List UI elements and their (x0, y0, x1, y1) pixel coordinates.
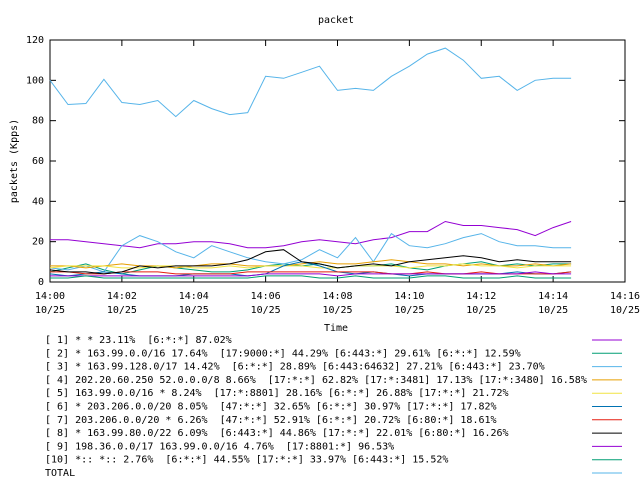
x-tick-label: 14:08 (322, 291, 352, 302)
series-line (50, 271, 572, 277)
x-axis-label: Time (324, 323, 348, 334)
x-tick-label: 10/25 (107, 305, 137, 316)
legend-label: [ 2] * 163.99.0.0/16 17.64% [17:9000:*] … (45, 348, 521, 359)
x-tick-label: 14:06 (251, 291, 281, 302)
y-tick-label: 40 (32, 196, 44, 207)
x-tick-label: 14:00 (35, 291, 65, 302)
y-tick-label: 60 (32, 156, 44, 167)
series-line (49, 263, 572, 269)
x-tick-label: 10/25 (610, 305, 640, 316)
legend-label: [ 1] * * 23.11% [6:*:*] 87.02% (45, 335, 232, 346)
series-line (50, 220, 572, 249)
x-tick-label: 10/25 (538, 305, 568, 316)
series-line (49, 261, 572, 275)
x-tick-label: 10/25 (322, 305, 352, 316)
y-tick-label: 100 (26, 75, 44, 86)
y-tick-label: 120 (26, 35, 44, 46)
legend-label: TOTAL (45, 468, 75, 479)
y-tick-label: 80 (32, 116, 44, 127)
x-tick-label: 14:04 (179, 291, 209, 302)
x-tick-label: 10/25 (251, 305, 281, 316)
legend-label: [ 4] 202.20.60.250 52.0.0.0/8 8.66% [17:… (45, 375, 587, 386)
x-tick-label: 14:02 (107, 291, 137, 302)
legend-label: [ 5] 163.99.0.0/16 * 8.24% [17:*:8801] 2… (45, 388, 509, 399)
x-tick-label: 10/25 (179, 305, 209, 316)
legend-label: [ 7] 203.206.0.0/20 * 6.26% [47:*:*] 52.… (45, 415, 497, 426)
chart-title: packet (318, 15, 354, 26)
legend-label: [ 6] * 203.206.0.0/20 8.05% [47:*:*] 32.… (45, 402, 497, 413)
y-axis-label: packets (Kpps) (9, 119, 20, 203)
legend-label: [ 8] * 163.99.80.0/22 6.09% [6:443:*] 44… (45, 428, 509, 439)
legend-label: [ 3] * 163.99.128.0/17 14.42% [6:*:*] 28… (45, 362, 545, 373)
series-line (50, 275, 572, 279)
legend-label: [ 9] 198.36.0.0/17 163.99.0.0/16 4.76% [… (45, 441, 394, 452)
legend-label: [10] *:: *:: 2.76% [6:*:*] 44.55% [17:*:… (45, 455, 448, 466)
x-tick-label: 14:12 (466, 291, 496, 302)
x-tick-label: 14:14 (538, 291, 568, 302)
x-tick-label: 14:16 (610, 291, 640, 302)
series-line (49, 232, 572, 273)
x-tick-label: 10/25 (35, 305, 65, 316)
series-line (50, 271, 572, 275)
x-tick-label: 10/25 (466, 305, 496, 316)
y-tick-label: 20 (32, 237, 44, 248)
x-tick-label: 14:10 (394, 291, 424, 302)
series-line (49, 47, 572, 118)
y-tick-label: 0 (38, 277, 44, 288)
x-tick-label: 10/25 (394, 305, 424, 316)
series-line (49, 249, 572, 275)
